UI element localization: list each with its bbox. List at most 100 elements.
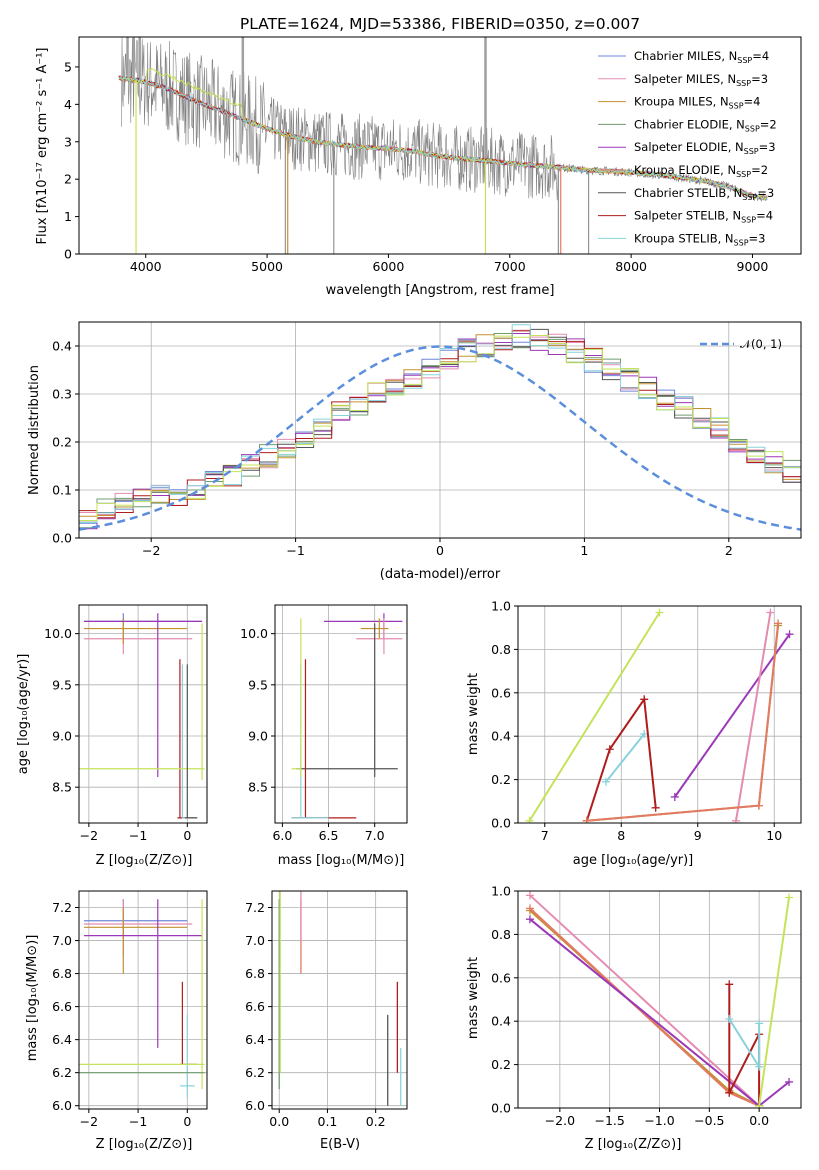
legend-entry: Chabrier ELODIE, NSSP=2 (634, 117, 777, 133)
spectrum-xlabel: wavelength [Angstrom, rest frame] (326, 283, 555, 298)
tick-label-y: 2 (64, 172, 72, 187)
tick-label-y: 0.3 (52, 387, 72, 402)
tick-label-x: 5000 (251, 259, 283, 274)
p6-xlabel: Z [log₁₀(Z/Z⊙)] (585, 1137, 682, 1152)
tick-label-x: −1 (129, 1114, 147, 1129)
tick-label-y: 9.0 (248, 729, 268, 744)
p3-ylabel: mass weight (466, 673, 481, 755)
tick-label-y: 6.2 (245, 1065, 265, 1080)
tick-label-x: 8 (617, 828, 625, 843)
legend-entry: Kroupa MILES, NSSP=4 (634, 95, 760, 111)
axes-frame (78, 604, 208, 824)
p1-marks (79, 613, 205, 819)
p5-marks (278, 891, 402, 1106)
weight-age-marker (525, 816, 534, 823)
tick-label-x: 8000 (615, 259, 647, 274)
weight-age-marker (785, 630, 794, 639)
weight-age-series (586, 625, 780, 822)
axes-frame (271, 890, 408, 1110)
p6-marks (525, 891, 794, 1108)
tick-label-y: 1.0 (491, 599, 511, 614)
weight-age-series (673, 633, 791, 798)
tick-label-y: 10.0 (44, 626, 72, 641)
spectrum-title: PLATE=1624, MJD=53386, FIBERID=0350, z=0… (240, 15, 640, 33)
tick-label-y: 7.0 (52, 933, 72, 948)
tick-label-x: −1.0 (644, 1113, 674, 1128)
weight-Z-marker (755, 1019, 764, 1028)
weight-Z-marker (525, 915, 534, 924)
legend-entry: Kroupa STELIB, NSSP=3 (634, 231, 765, 247)
tick-label-y: 0 (64, 247, 72, 262)
weight-Z-marker (725, 1015, 734, 1024)
tick-label-y: 0.2 (491, 772, 511, 787)
tick-label-x: −1 (129, 828, 147, 843)
tick-label-y: 0.4 (491, 729, 511, 744)
tick-label-x: 0.2 (366, 1114, 386, 1129)
tick-label-y: 0.6 (491, 685, 511, 700)
p4-xlabel: Z [log₁₀(Z/Z⊙)] (96, 1137, 193, 1152)
tick-label-x: 4000 (130, 259, 162, 274)
weight-Z-marker (755, 1101, 764, 1108)
tick-label-x: −0.5 (694, 1113, 724, 1128)
weight-age-marker (651, 803, 660, 812)
weight-age-marker (655, 608, 664, 617)
model-spectrum (118, 76, 768, 201)
weight-Z-marker (525, 904, 534, 913)
p2-xlabel: mass [log₁₀(M/M⊙)] (278, 853, 405, 868)
tick-label-y: 0.8 (491, 927, 511, 942)
tick-label-x: 1 (580, 543, 588, 558)
tick-label-y: 0.0 (491, 816, 511, 831)
tick-label-y: 9.5 (52, 677, 72, 692)
weight-age-series (586, 623, 780, 822)
weight-age-marker (640, 730, 649, 739)
tick-label-y: 6.8 (245, 966, 265, 981)
legend-entry: Chabrier MILES, NSSP=4 (634, 49, 769, 65)
p6-ylabel: mass weight (466, 957, 481, 1039)
tick-label-y: 6.4 (52, 1032, 72, 1047)
hist-legend-label: 𝒩(0, 1) (740, 337, 782, 351)
axes-frame (78, 36, 802, 255)
p4-ylabel: mass [log₁₀(M/M⊙)] (25, 935, 40, 1062)
tick-label-x: 9 (694, 828, 702, 843)
weight-age-series (528, 611, 661, 822)
tick-label-x: 0.0 (269, 1114, 289, 1129)
tick-label-x: −1.5 (594, 1113, 624, 1128)
tick-label-x: 9000 (737, 259, 769, 274)
tick-label-y: 1 (64, 209, 72, 224)
tick-label-y: 0.1 (52, 483, 72, 498)
weight-age-series (585, 696, 657, 822)
tick-label-y: 0.2 (491, 1057, 511, 1072)
p1-xlabel: Z [log₁₀(Z/Z⊙)] (96, 853, 193, 868)
tick-label-y: 8.5 (248, 780, 268, 795)
tick-label-y: 9.5 (248, 677, 268, 692)
tick-label-y: 5 (64, 59, 72, 74)
tick-label-x: −1 (286, 543, 304, 558)
weight-age-marker (605, 745, 614, 754)
weight-vs-Z-panel: −2.0 −1.5 −1.0 −0.5 0.0 0.0 0.2 0.4 0.6 0.8 1.0 (491, 884, 802, 1128)
weight-Z-marker (755, 1062, 764, 1071)
normal-curve (79, 345, 801, 531)
tick-label-x: 0.0 (749, 1113, 769, 1128)
legend-entry: Kroupa ELODIE, NSSP=2 (634, 163, 768, 179)
tick-label-x: 0 (183, 828, 191, 843)
tick-label-y: 6.2 (52, 1065, 72, 1080)
weight-Z-marker (725, 980, 734, 989)
weight-age-marker (731, 816, 740, 823)
weight-vs-age-panel: 7 8 9 10 0.0 0.2 0.4 0.6 0.8 1.0 (491, 599, 802, 843)
tick-label-y: 4 (64, 97, 72, 112)
age-vs-mass-panel: 6.0 6.5 7.0 8.5 9.0 9.5 10.0 (240, 604, 408, 843)
weight-age-series (735, 612, 772, 821)
tick-label-y: 6.8 (52, 966, 72, 981)
p3-marks (525, 608, 794, 823)
weight-age-series (605, 733, 645, 783)
tick-label-x: 2 (725, 543, 733, 558)
tick-label-x: 7.0 (365, 828, 385, 843)
spectrum-lines (118, 37, 768, 254)
tick-label-x: 10 (766, 828, 782, 843)
tick-label-x: 6.5 (319, 828, 339, 843)
weight-Z-series (529, 894, 760, 1107)
mass-vs-Z-panel: −2 −1 0 6.0 6.2 6.4 6.6 6.8 7.0 7.2 (52, 890, 208, 1129)
tick-label-y: 6.4 (245, 1032, 265, 1047)
age-vs-Z-panel: −2 −1 0 8.5 9.0 9.5 10.0 (44, 604, 208, 843)
tick-label-x: −2 (80, 828, 98, 843)
